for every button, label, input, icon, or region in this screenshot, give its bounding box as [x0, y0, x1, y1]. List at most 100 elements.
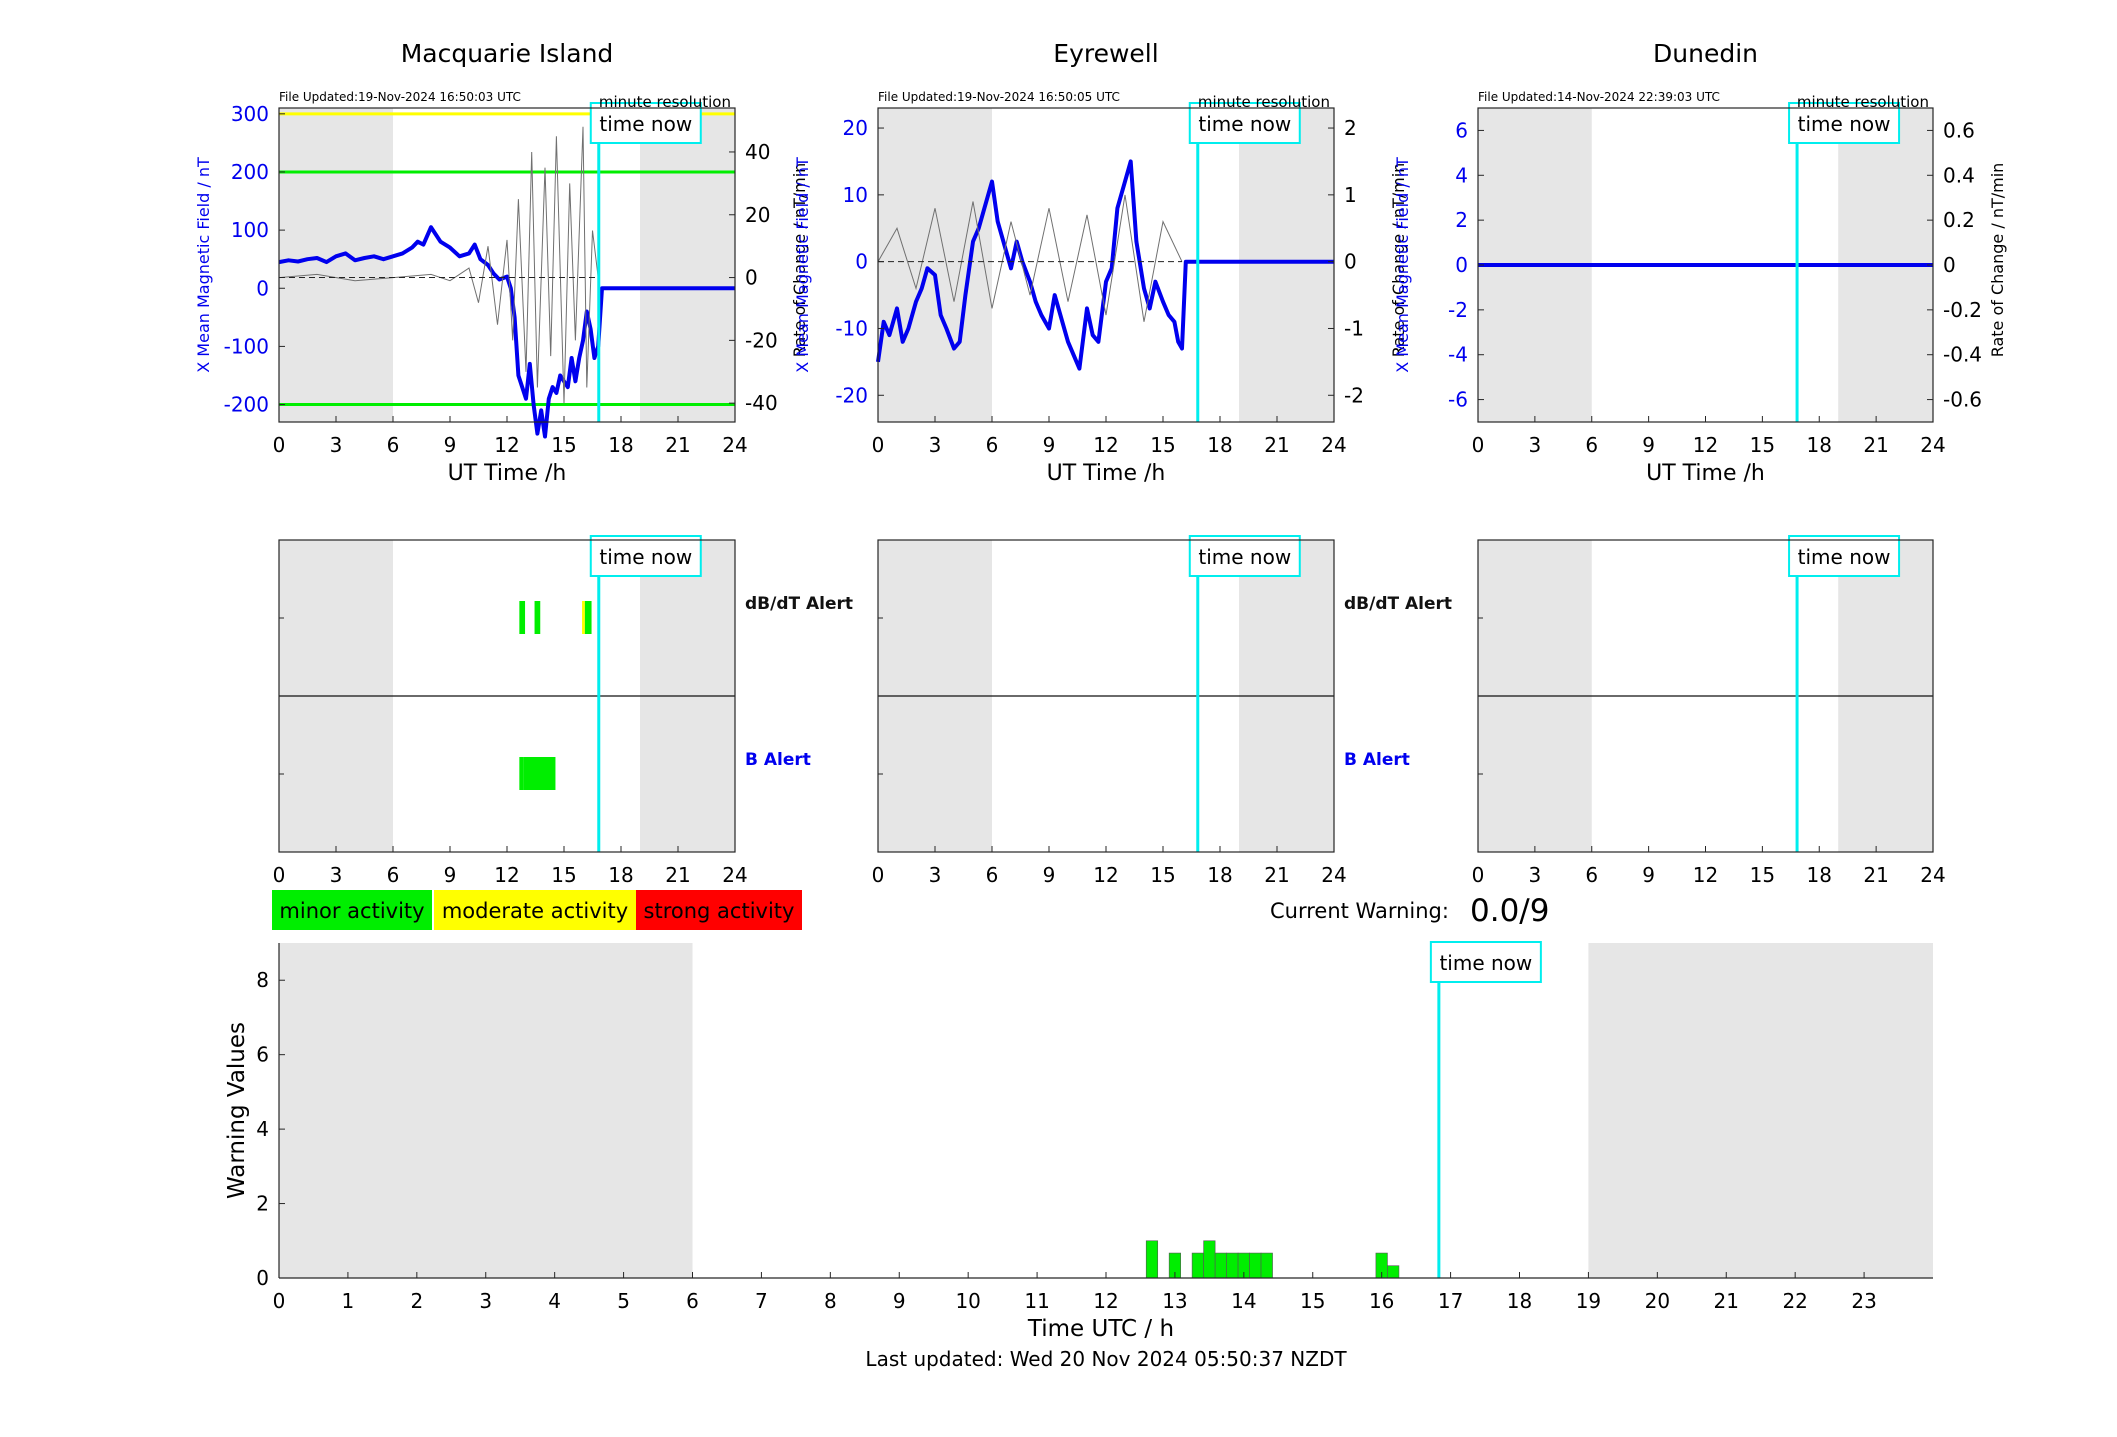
resolution-label: minute resolution	[599, 93, 731, 111]
x-tick-label: 12	[1693, 863, 1718, 887]
night-band	[1239, 108, 1334, 422]
x-tick-label: 3	[1529, 433, 1542, 457]
station-title: Dunedin	[1653, 39, 1758, 68]
x-tick-label: 12	[1093, 433, 1118, 457]
x-tick-label: 18	[608, 863, 633, 887]
x-tick-label: 18	[1507, 1289, 1532, 1313]
y-right-axis-label: Rate of Change / nT/min	[1389, 163, 1408, 358]
legend-swatch	[434, 890, 636, 930]
current-warning-label: Current Warning:	[1270, 899, 1449, 923]
y-tick-label: 200	[231, 160, 269, 184]
x-tick-label: 12	[1093, 1289, 1118, 1313]
y-tick-label: -10	[835, 316, 868, 340]
y-tick-label: -100	[224, 334, 269, 358]
x-tick-label: 3	[929, 433, 942, 457]
b-alert-bar	[523, 757, 556, 790]
warning-bar	[1260, 1252, 1273, 1279]
x-tick-label: 9	[444, 433, 457, 457]
x-tick-label: 12	[494, 863, 519, 887]
dbdt-alert-bar	[519, 601, 526, 634]
x-tick-label: 24	[722, 863, 747, 887]
time-now-box	[1429, 941, 1542, 983]
field-series	[278, 225, 735, 439]
station-title: Eyrewell	[1053, 39, 1158, 68]
x-tick-label: 21	[665, 863, 690, 887]
x-tick-label: 12	[1693, 433, 1718, 457]
y-right-tick-label: 0	[1943, 253, 1956, 277]
x-tick-label: 6	[686, 1289, 699, 1313]
x-tick-label: 0	[1472, 863, 1485, 887]
resolution-label: minute resolution	[1797, 93, 1929, 111]
x-tick-label: 22	[1782, 1289, 1807, 1313]
x-tick-label: 3	[330, 433, 343, 457]
x-tick-label: 6	[1585, 863, 1598, 887]
x-tick-label: 5	[617, 1289, 630, 1313]
time-now-box	[589, 535, 702, 577]
time-now-label: time now	[1198, 112, 1291, 136]
y-tick-label: 20	[843, 116, 868, 140]
y-tick-label: -200	[224, 393, 269, 417]
y-tick-label: 0	[256, 1266, 269, 1290]
time-now-box	[589, 102, 702, 144]
x-tick-label: 24	[1321, 863, 1346, 887]
x-tick-label: 0	[273, 863, 286, 887]
legend-label: moderate activity	[442, 899, 628, 923]
y-tick-label: -6	[1448, 388, 1468, 412]
y-right-tick-label: -0.2	[1943, 298, 1982, 322]
y-right-tick-label: 1	[1344, 183, 1357, 207]
y-right-tick-label: 0	[1344, 250, 1357, 274]
field-series	[876, 159, 1334, 371]
x-tick-label: 3	[929, 863, 942, 887]
warning-bar	[1214, 1252, 1227, 1279]
y-axis-label: X Mean Magnetic Field / nT	[194, 157, 213, 373]
x-tick-label: 3	[479, 1289, 492, 1313]
legend-swatch	[636, 890, 802, 930]
y-right-tick-label: -1	[1344, 316, 1364, 340]
last-updated-label: Last updated: Wed 20 Nov 2024 05:50:37 N…	[865, 1347, 1347, 1371]
x-axis-label: UT Time /h	[1047, 461, 1166, 486]
warning-bar	[1145, 1240, 1159, 1279]
y-right-tick-label: 0	[745, 266, 758, 290]
x-tick-label: 9	[1642, 433, 1655, 457]
legend-label: strong activity	[644, 899, 795, 923]
y-axis-label: X Mean Magnetic Field / nT	[793, 157, 812, 373]
y-right-axis-label: Rate of Change / nT/min	[790, 163, 809, 358]
y-axis-label: Warning Values	[224, 1022, 250, 1199]
x-tick-label: 21	[665, 433, 690, 457]
time-now-label: time now	[599, 112, 692, 136]
file-updated-label: File Updated:19-Nov-2024 16:50:05 UTC	[878, 90, 1120, 104]
x-tick-label: 12	[1093, 863, 1118, 887]
current-warning-value: 0.0/9	[1470, 893, 1549, 929]
dbdt-alert-bar	[534, 601, 541, 634]
time-now-label: time now	[1798, 545, 1891, 569]
x-tick-label: 6	[1585, 433, 1598, 457]
x-tick-label: 24	[722, 433, 747, 457]
time-now-box	[1188, 102, 1301, 144]
night-band	[279, 943, 693, 1278]
y-tick-label: 2	[256, 1192, 269, 1216]
warning-bar	[1226, 1252, 1239, 1279]
warning-bar	[1203, 1240, 1216, 1279]
x-tick-label: 0	[1472, 433, 1485, 457]
y-right-tick-label: -0.4	[1943, 343, 1982, 367]
y-tick-label: 100	[231, 218, 269, 242]
y-right-tick-label: 0.2	[1943, 208, 1975, 232]
x-tick-label: 21	[1264, 863, 1289, 887]
x-tick-label: 15	[1150, 433, 1175, 457]
y-tick-label: 0	[855, 250, 868, 274]
y-tick-label: 8	[256, 968, 269, 992]
x-tick-label: 6	[986, 863, 999, 887]
x-tick-label: 9	[1043, 863, 1056, 887]
night-band	[1588, 943, 1933, 1278]
x-tick-label: 8	[824, 1289, 837, 1313]
x-tick-label: 18	[608, 433, 633, 457]
b-alert-bar	[519, 757, 524, 790]
y-right-tick-label: 2	[1344, 116, 1357, 140]
x-tick-label: 9	[893, 1289, 906, 1313]
x-axis-label: UT Time /h	[1646, 461, 1765, 486]
x-tick-label: 18	[1207, 433, 1232, 457]
time-now-label: time now	[1798, 112, 1891, 136]
y-tick-label: 6	[1455, 118, 1468, 142]
x-tick-label: 13	[1162, 1289, 1187, 1313]
